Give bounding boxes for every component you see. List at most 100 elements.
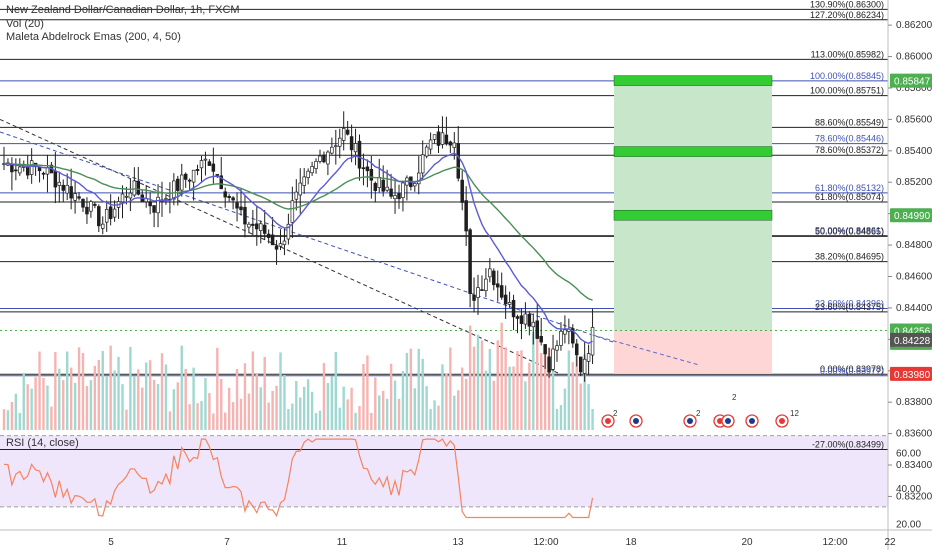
candle-body bbox=[543, 344, 547, 355]
volume-bar bbox=[231, 402, 235, 430]
fib-label-8: 61.80%(0.85132) bbox=[815, 183, 884, 193]
fib-label-0: 130.90%(0.86300) bbox=[810, 0, 884, 9]
price-badge-label-2: 0.84256 bbox=[894, 327, 931, 338]
candle-body bbox=[349, 136, 354, 151]
candle-body bbox=[353, 143, 358, 153]
fib-label-17: -27.00%(0.83499) bbox=[812, 439, 884, 449]
candle-body bbox=[282, 240, 287, 245]
volume-bar bbox=[275, 385, 278, 430]
volume-bar bbox=[200, 400, 203, 430]
rsi-tick-label: 40.00 bbox=[896, 484, 921, 495]
candle-body bbox=[318, 155, 322, 162]
volume-bar bbox=[279, 352, 282, 430]
volume-bar bbox=[208, 392, 211, 430]
candle-body bbox=[417, 172, 421, 185]
volume-bar bbox=[559, 405, 563, 430]
volume-bar bbox=[227, 387, 231, 430]
event-marker-flag-icon bbox=[717, 418, 723, 424]
price-tick-label: 0.85400 bbox=[896, 146, 932, 157]
event-marker-flag-icon bbox=[687, 418, 693, 424]
candle-body bbox=[89, 201, 93, 212]
rsi-legend[interactable]: RSI (14, close) bbox=[6, 437, 79, 449]
volume-bar bbox=[338, 407, 341, 430]
volume-bar bbox=[160, 353, 164, 430]
volume-bar bbox=[528, 362, 531, 430]
volume-bar bbox=[18, 412, 21, 430]
price-badge-label-4: 0.84228 bbox=[894, 336, 931, 347]
candle-body bbox=[69, 186, 73, 199]
candle-body bbox=[436, 131, 441, 146]
price-tick-label: 0.83400 bbox=[896, 460, 932, 471]
candle-body bbox=[306, 170, 310, 178]
candle-body bbox=[559, 330, 563, 346]
event-count-2: 2 bbox=[732, 393, 737, 402]
volume-bar bbox=[172, 389, 176, 430]
ema-legend[interactable]: Maleta Abdelrock Emas (200, 4, 50) bbox=[6, 31, 181, 43]
volume-bar bbox=[141, 387, 144, 430]
volume-bar bbox=[42, 378, 45, 430]
volume-bar bbox=[283, 375, 286, 430]
time-tick-label: 12:00 bbox=[533, 537, 558, 548]
candle-body bbox=[499, 285, 504, 298]
fib-label-16: 0.00%(0.83977) bbox=[820, 366, 884, 376]
volume-bar bbox=[93, 365, 97, 430]
volume-bar bbox=[224, 412, 227, 430]
candle-body bbox=[57, 181, 62, 186]
candle-body bbox=[582, 358, 587, 374]
candle-body bbox=[270, 234, 275, 246]
candle-body bbox=[108, 206, 113, 219]
candle-body bbox=[85, 206, 89, 215]
loss-zone bbox=[614, 330, 772, 374]
volume-bar bbox=[66, 351, 69, 430]
candle-body bbox=[191, 169, 196, 183]
candle-body bbox=[247, 223, 251, 228]
candle-body bbox=[183, 173, 188, 180]
candle-body bbox=[535, 320, 539, 339]
price-badge-5 bbox=[890, 366, 932, 381]
candle-body bbox=[527, 313, 532, 327]
volume-bar bbox=[184, 368, 187, 430]
volume-bar bbox=[358, 406, 361, 430]
volume-bar bbox=[453, 395, 456, 430]
candle-body bbox=[124, 195, 129, 198]
candle-body bbox=[476, 287, 480, 298]
volume-bar bbox=[389, 363, 393, 430]
volume-bar bbox=[401, 371, 405, 430]
volume-bar bbox=[318, 410, 322, 430]
volume-bar bbox=[575, 350, 578, 430]
fib-label-4: 100.00%(0.85751) bbox=[810, 86, 884, 96]
volume-bar bbox=[500, 322, 503, 430]
volume-bar bbox=[405, 352, 409, 430]
volume-bar bbox=[287, 409, 290, 430]
candle-body bbox=[519, 315, 524, 324]
volume-bar bbox=[591, 408, 594, 430]
volume-bar bbox=[472, 346, 476, 430]
volume-bar bbox=[496, 340, 499, 430]
volume-bar bbox=[251, 351, 255, 430]
volume-legend[interactable]: Vol (20) bbox=[6, 18, 44, 30]
symbol-legend[interactable]: New Zealand Dollar/Canadian Dollar, 1h, … bbox=[6, 4, 240, 16]
volume-bar bbox=[243, 363, 247, 430]
volume-bar bbox=[14, 393, 18, 430]
price-axis-bg bbox=[888, 0, 932, 550]
volume-bar bbox=[346, 399, 349, 430]
volume-bar bbox=[145, 362, 148, 430]
candle-body bbox=[195, 169, 200, 171]
volume-bar bbox=[235, 368, 239, 430]
volume-bar bbox=[571, 362, 574, 430]
candle-body bbox=[77, 196, 81, 199]
candle-body bbox=[326, 151, 330, 165]
candle-body bbox=[555, 345, 559, 351]
candle-body bbox=[334, 145, 338, 148]
volume-bar bbox=[81, 352, 85, 430]
candle-body bbox=[444, 134, 449, 145]
candle-body bbox=[460, 179, 464, 203]
candle-body bbox=[448, 141, 453, 146]
candle-body bbox=[14, 169, 18, 172]
candle-body bbox=[223, 191, 227, 198]
volume-bar bbox=[524, 381, 527, 430]
fib-label-10: 50.00%(0.84861) bbox=[815, 225, 884, 235]
candle-body bbox=[389, 188, 393, 197]
candle-body bbox=[330, 146, 334, 154]
